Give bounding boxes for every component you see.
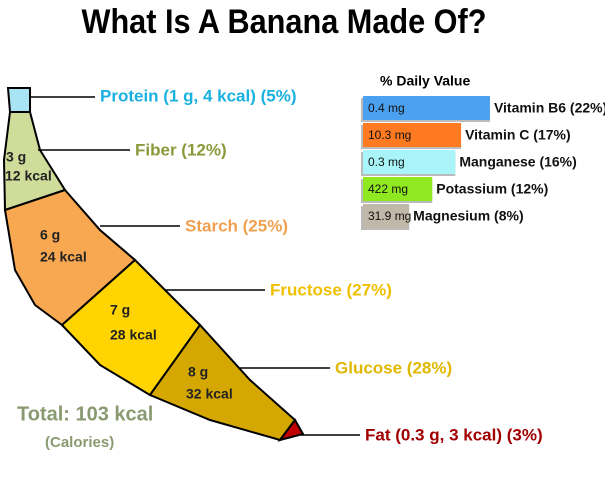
fat-segment (277, 418, 305, 442)
chart-title: % Daily Value (380, 73, 470, 89)
bar (363, 96, 490, 120)
category-label: Potassium (12%) (436, 181, 548, 197)
segment-grams: 8 g (188, 364, 208, 380)
segment-label: Starch (25%) (185, 216, 288, 235)
title: What Is A Banana Made Of? (82, 3, 487, 41)
segment-kcal: 32 kcal (186, 386, 233, 402)
bar-amount: 0.3 mg (368, 155, 405, 169)
category-label: Magnesium (8%) (413, 208, 523, 224)
daily-value-chart: 0.4 mg Vitamin B6 (22%) 10.3 mg Vitamin C (… (361, 96, 605, 230)
segment-grams: 7 g (110, 302, 130, 318)
bar (363, 177, 433, 201)
segment-kcal: 24 kcal (40, 249, 87, 265)
segment-label: Fiber (12%) (135, 140, 227, 159)
bar (363, 204, 410, 228)
category-label: Vitamin B6 (22%) (494, 100, 605, 116)
bar (363, 123, 462, 147)
segment-label: Glucose (28%) (335, 358, 452, 377)
bar-amount: 0.4 mg (368, 101, 405, 115)
bar-amount: 10.3 mg (368, 128, 411, 142)
total-note: (Calories) (45, 434, 114, 451)
category-label: Vitamin C (17%) (465, 127, 571, 143)
bar-amount: 31.9 mg (368, 209, 411, 223)
segment-kcal: 12 kcal (5, 168, 52, 184)
segment-grams: 6 g (40, 227, 60, 243)
segment-kcal: 28 kcal (110, 327, 157, 343)
segment-grams: 3 g (6, 149, 26, 165)
segment-label: Fat (0.3 g, 3 kcal) (3%) (365, 425, 543, 444)
segment-label: Fructose (27%) (270, 280, 392, 299)
bar (363, 150, 456, 174)
banana (2, 87, 305, 442)
segment-label: Protein (1 g, 4 kcal) (5%) (100, 86, 297, 105)
bar-amount: 422 mg (368, 182, 408, 196)
total: Total: 103 kcal (17, 403, 153, 425)
category-label: Manganese (16%) (459, 154, 576, 170)
protein-segment (6, 87, 31, 113)
